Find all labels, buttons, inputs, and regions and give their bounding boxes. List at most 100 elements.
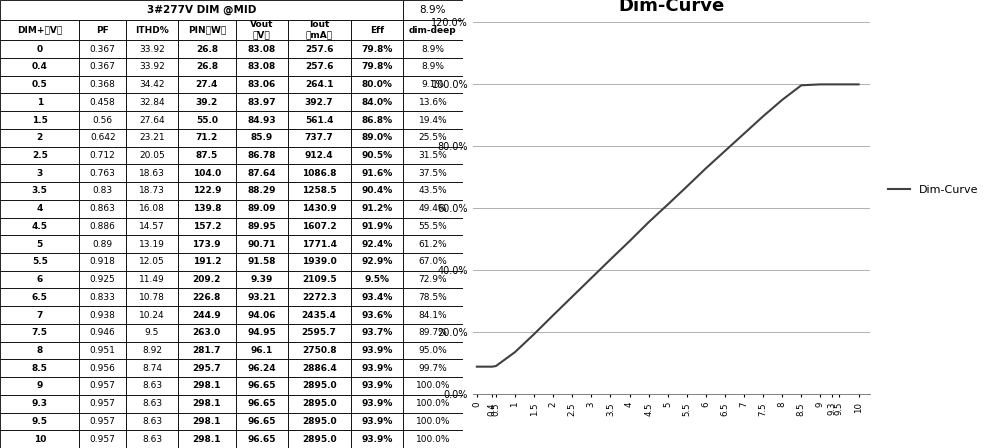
- Bar: [351, 235, 403, 253]
- Text: 295.7: 295.7: [193, 364, 221, 373]
- Bar: [288, 289, 351, 306]
- Text: 209.2: 209.2: [193, 275, 221, 284]
- Bar: [178, 218, 236, 235]
- Text: 93.4%: 93.4%: [361, 293, 392, 302]
- Bar: [79, 430, 126, 448]
- Text: 2886.4: 2886.4: [302, 364, 337, 373]
- Text: Vout
（V）: Vout （V）: [250, 20, 273, 40]
- Text: 2272.3: 2272.3: [302, 293, 337, 302]
- Bar: [403, 20, 463, 40]
- Bar: [236, 111, 288, 129]
- Text: 2.5: 2.5: [32, 151, 48, 160]
- Bar: [126, 20, 178, 40]
- Text: 10.24: 10.24: [139, 310, 165, 319]
- Bar: [351, 395, 403, 413]
- Text: DIM+（V）: DIM+（V）: [17, 26, 62, 34]
- Text: 0: 0: [37, 45, 43, 54]
- Text: 78.5%: 78.5%: [418, 293, 447, 302]
- Bar: [288, 324, 351, 342]
- Bar: [351, 200, 403, 218]
- Text: 0.89: 0.89: [93, 240, 113, 249]
- Bar: [79, 377, 126, 395]
- Bar: [236, 164, 288, 182]
- Bar: [236, 94, 288, 111]
- Dim-Curve: [814, 82, 826, 87]
- Bar: [126, 164, 178, 182]
- Bar: [126, 306, 178, 324]
- Bar: [403, 182, 463, 200]
- Text: 0.925: 0.925: [90, 275, 116, 284]
- Text: 90.4%: 90.4%: [361, 186, 392, 195]
- Text: 18.63: 18.63: [139, 169, 165, 178]
- Text: 89.0%: 89.0%: [361, 134, 392, 142]
- Title: Dim-Curve: Dim-Curve: [618, 0, 725, 15]
- Bar: [0, 377, 79, 395]
- Dim-Curve: [795, 82, 807, 88]
- Text: 13.19: 13.19: [139, 240, 165, 249]
- Text: 2435.4: 2435.4: [302, 310, 337, 319]
- Bar: [236, 146, 288, 164]
- Bar: [403, 235, 463, 253]
- Bar: [79, 218, 126, 235]
- Text: 139.8: 139.8: [193, 204, 221, 213]
- Text: 1430.9: 1430.9: [302, 204, 337, 213]
- Bar: [288, 94, 351, 111]
- Bar: [178, 253, 236, 271]
- Text: 39.2: 39.2: [196, 98, 218, 107]
- Bar: [351, 182, 403, 200]
- Bar: [178, 306, 236, 324]
- Bar: [236, 395, 288, 413]
- Bar: [126, 359, 178, 377]
- Text: 1086.8: 1086.8: [302, 169, 336, 178]
- Text: 89.7%: 89.7%: [418, 328, 447, 337]
- Text: 26.8: 26.8: [196, 45, 218, 54]
- Bar: [0, 200, 79, 218]
- Bar: [351, 342, 403, 359]
- Bar: [79, 76, 126, 94]
- Text: 122.9: 122.9: [193, 186, 221, 195]
- Text: 86.78: 86.78: [247, 151, 276, 160]
- Dim-Curve: [662, 202, 674, 207]
- Bar: [79, 58, 126, 76]
- Text: 0.458: 0.458: [90, 98, 116, 107]
- Text: 157.2: 157.2: [193, 222, 221, 231]
- Text: 257.6: 257.6: [305, 62, 333, 71]
- Text: 0.951: 0.951: [90, 346, 116, 355]
- Bar: [351, 253, 403, 271]
- Bar: [0, 0, 403, 20]
- Text: 89.95: 89.95: [247, 222, 276, 231]
- Bar: [178, 182, 236, 200]
- Text: 7: 7: [37, 310, 43, 319]
- Bar: [236, 289, 288, 306]
- Text: 61.2%: 61.2%: [419, 240, 447, 249]
- Text: 1.5: 1.5: [32, 116, 48, 125]
- Text: 96.24: 96.24: [247, 364, 276, 373]
- Bar: [178, 20, 236, 40]
- Text: 2595.7: 2595.7: [302, 328, 337, 337]
- Bar: [236, 182, 288, 200]
- Bar: [0, 129, 79, 146]
- Bar: [126, 289, 178, 306]
- Bar: [0, 235, 79, 253]
- Text: 72.9%: 72.9%: [419, 275, 447, 284]
- Dim-Curve: [776, 97, 788, 103]
- Text: 8.9%: 8.9%: [420, 5, 446, 15]
- Bar: [351, 58, 403, 76]
- Text: 0.957: 0.957: [90, 417, 116, 426]
- Text: PF: PF: [96, 26, 109, 34]
- Text: 10: 10: [34, 435, 46, 444]
- Bar: [288, 218, 351, 235]
- Text: 55.0: 55.0: [196, 116, 218, 125]
- Text: 9.1%: 9.1%: [421, 80, 444, 89]
- Bar: [236, 271, 288, 289]
- Bar: [403, 40, 463, 58]
- Bar: [236, 342, 288, 359]
- Line: Dim-Curve: Dim-Curve: [477, 84, 859, 366]
- Dim-Curve: [853, 82, 865, 87]
- Bar: [403, 271, 463, 289]
- Bar: [79, 20, 126, 40]
- Text: 298.1: 298.1: [193, 417, 221, 426]
- Text: 92.4%: 92.4%: [361, 240, 392, 249]
- Bar: [0, 182, 79, 200]
- Bar: [178, 129, 236, 146]
